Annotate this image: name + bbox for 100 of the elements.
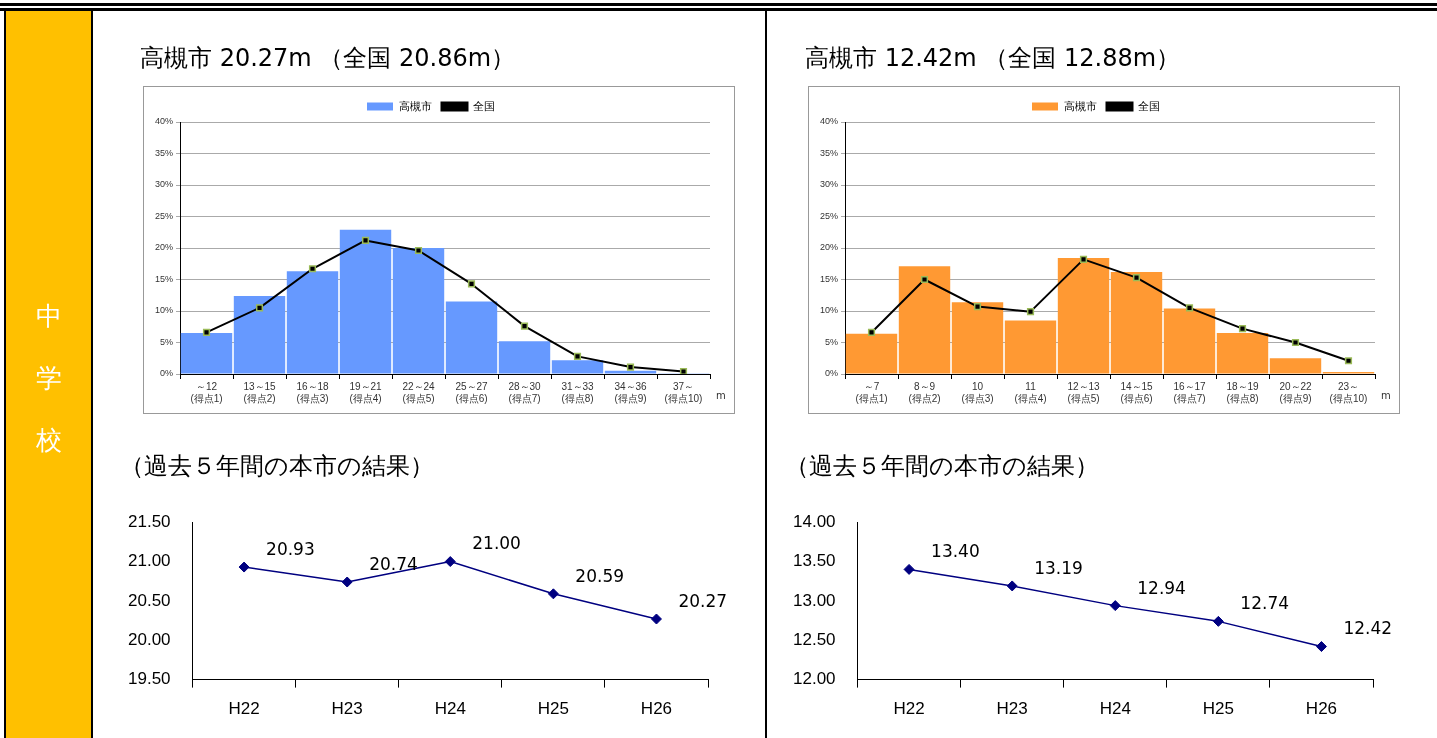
y-tick-label: 10%: [820, 305, 839, 316]
x-tick-label: 16～18 (得点3): [296, 380, 330, 404]
point: [1109, 600, 1121, 612]
y-tick-label: 20.50: [127, 590, 171, 610]
y-tick-label: 20%: [155, 242, 174, 253]
bar: [1269, 358, 1322, 374]
data-label: 20.27: [678, 590, 728, 611]
y-tick-label: 0%: [160, 368, 174, 379]
legend-label: 高槻市: [1063, 99, 1097, 112]
data-label: 12.94: [1137, 577, 1186, 598]
bar: [339, 229, 392, 374]
point: [1315, 641, 1327, 653]
x-tick-label: H24: [1099, 699, 1131, 719]
y-tick-label: 21.00: [127, 551, 171, 571]
point: [547, 588, 559, 600]
legend-label: 高槻市: [398, 99, 432, 112]
chart-title: 高槻市 12.42m （全国 12.88m）: [805, 43, 1182, 74]
point: [626, 363, 635, 371]
x-tick-label: H22: [893, 699, 925, 719]
point: [1185, 304, 1194, 312]
y-tick-label: 12.50: [792, 629, 836, 649]
bar: [845, 333, 898, 374]
x-tick-label: 8～9 (得点2): [908, 380, 941, 404]
x-tick-label: 19～21 (得点4): [349, 380, 383, 404]
legend-label: 全国: [1138, 99, 1160, 112]
point: [1026, 308, 1035, 316]
data-label: 20.74: [369, 553, 418, 574]
x-tick-label: 11 (得点4): [1014, 380, 1047, 404]
bar: [551, 360, 604, 374]
point: [973, 303, 982, 311]
data-label: 20.93: [266, 538, 315, 559]
x-tick-label: 23～ (得点10): [1329, 380, 1368, 404]
point: [650, 613, 662, 625]
point: [1291, 338, 1300, 347]
point: [1344, 357, 1353, 365]
y-tick-label: 40%: [155, 116, 174, 127]
x-tick-label: H23: [331, 699, 363, 719]
data-label: 20.59: [575, 565, 625, 586]
bar: [1110, 271, 1163, 374]
bar: [498, 341, 551, 374]
point: [1079, 255, 1088, 263]
y-tick-label: 35%: [155, 147, 174, 158]
x-tick-label: H23: [996, 699, 1028, 719]
data-label: 12.42: [1343, 618, 1393, 639]
point: [202, 328, 211, 336]
point: [520, 322, 529, 330]
y-tick-label: 0%: [825, 368, 839, 379]
y-tick-label: 30%: [155, 179, 174, 190]
y-tick-label: 10%: [155, 305, 174, 316]
y-tick-label: 35%: [820, 147, 839, 158]
x-tick-label: 16～17 (得点7): [1173, 380, 1207, 404]
point: [238, 561, 250, 573]
x-axis-title: m: [1381, 389, 1391, 401]
x-tick-label: H26: [1305, 699, 1338, 719]
x-tick-label: 28～30 (得点7): [508, 380, 542, 404]
x-tick-label: ～12 (得点1): [190, 380, 223, 404]
y-tick-label: 12.00: [792, 669, 836, 689]
point: [341, 576, 353, 588]
bar: [392, 248, 445, 374]
bar: [1004, 320, 1057, 374]
x-tick-label: H25: [537, 699, 569, 719]
x-tick-label: 20～22 (得点9): [1279, 380, 1313, 404]
point: [414, 246, 423, 255]
y-tick-label: 5%: [825, 336, 839, 347]
x-tick-label: 12～13 (得点5): [1067, 380, 1101, 404]
chart-title: （過去５年間の本市の結果）: [785, 451, 1100, 482]
point: [1212, 615, 1224, 627]
y-tick-label: 40%: [820, 116, 839, 127]
data-label: 21.00: [472, 533, 521, 554]
point: [679, 367, 688, 374]
point: [361, 236, 370, 245]
y-tick-label: 25%: [155, 210, 174, 221]
x-tick-label: H24: [434, 699, 466, 719]
point: [920, 275, 929, 284]
point: [867, 328, 876, 336]
y-tick-label: 20%: [820, 242, 839, 253]
x-tick-label: 31～33 (得点8): [561, 380, 595, 404]
y-tick-label: 13.50: [792, 551, 836, 571]
bar: [445, 301, 498, 374]
x-axis-title: m: [716, 389, 726, 401]
bar: [1057, 258, 1110, 374]
point: [467, 280, 476, 288]
x-tick-label: 34～36 (得点9): [614, 380, 648, 404]
x-tick-label: 14～15 (得点6): [1120, 380, 1154, 404]
x-tick-label: H26: [640, 699, 673, 719]
bar: [1163, 308, 1216, 374]
bar: [898, 266, 951, 374]
x-tick-label: 18～19 (得点8): [1226, 380, 1260, 404]
bar: [604, 370, 657, 374]
text: 中学校: [35, 301, 62, 455]
point: [308, 265, 317, 273]
bar: [1216, 333, 1269, 374]
x-tick-label: H22: [228, 699, 260, 719]
point: [1238, 325, 1247, 333]
y-tick-label: 25%: [820, 210, 839, 221]
x-tick-label: 10 (得点3): [961, 380, 994, 404]
point: [444, 556, 456, 568]
x-tick-label: H25: [1202, 699, 1234, 719]
y-tick-label: 13.00: [792, 590, 836, 610]
data-label: 12.74: [1240, 593, 1290, 614]
